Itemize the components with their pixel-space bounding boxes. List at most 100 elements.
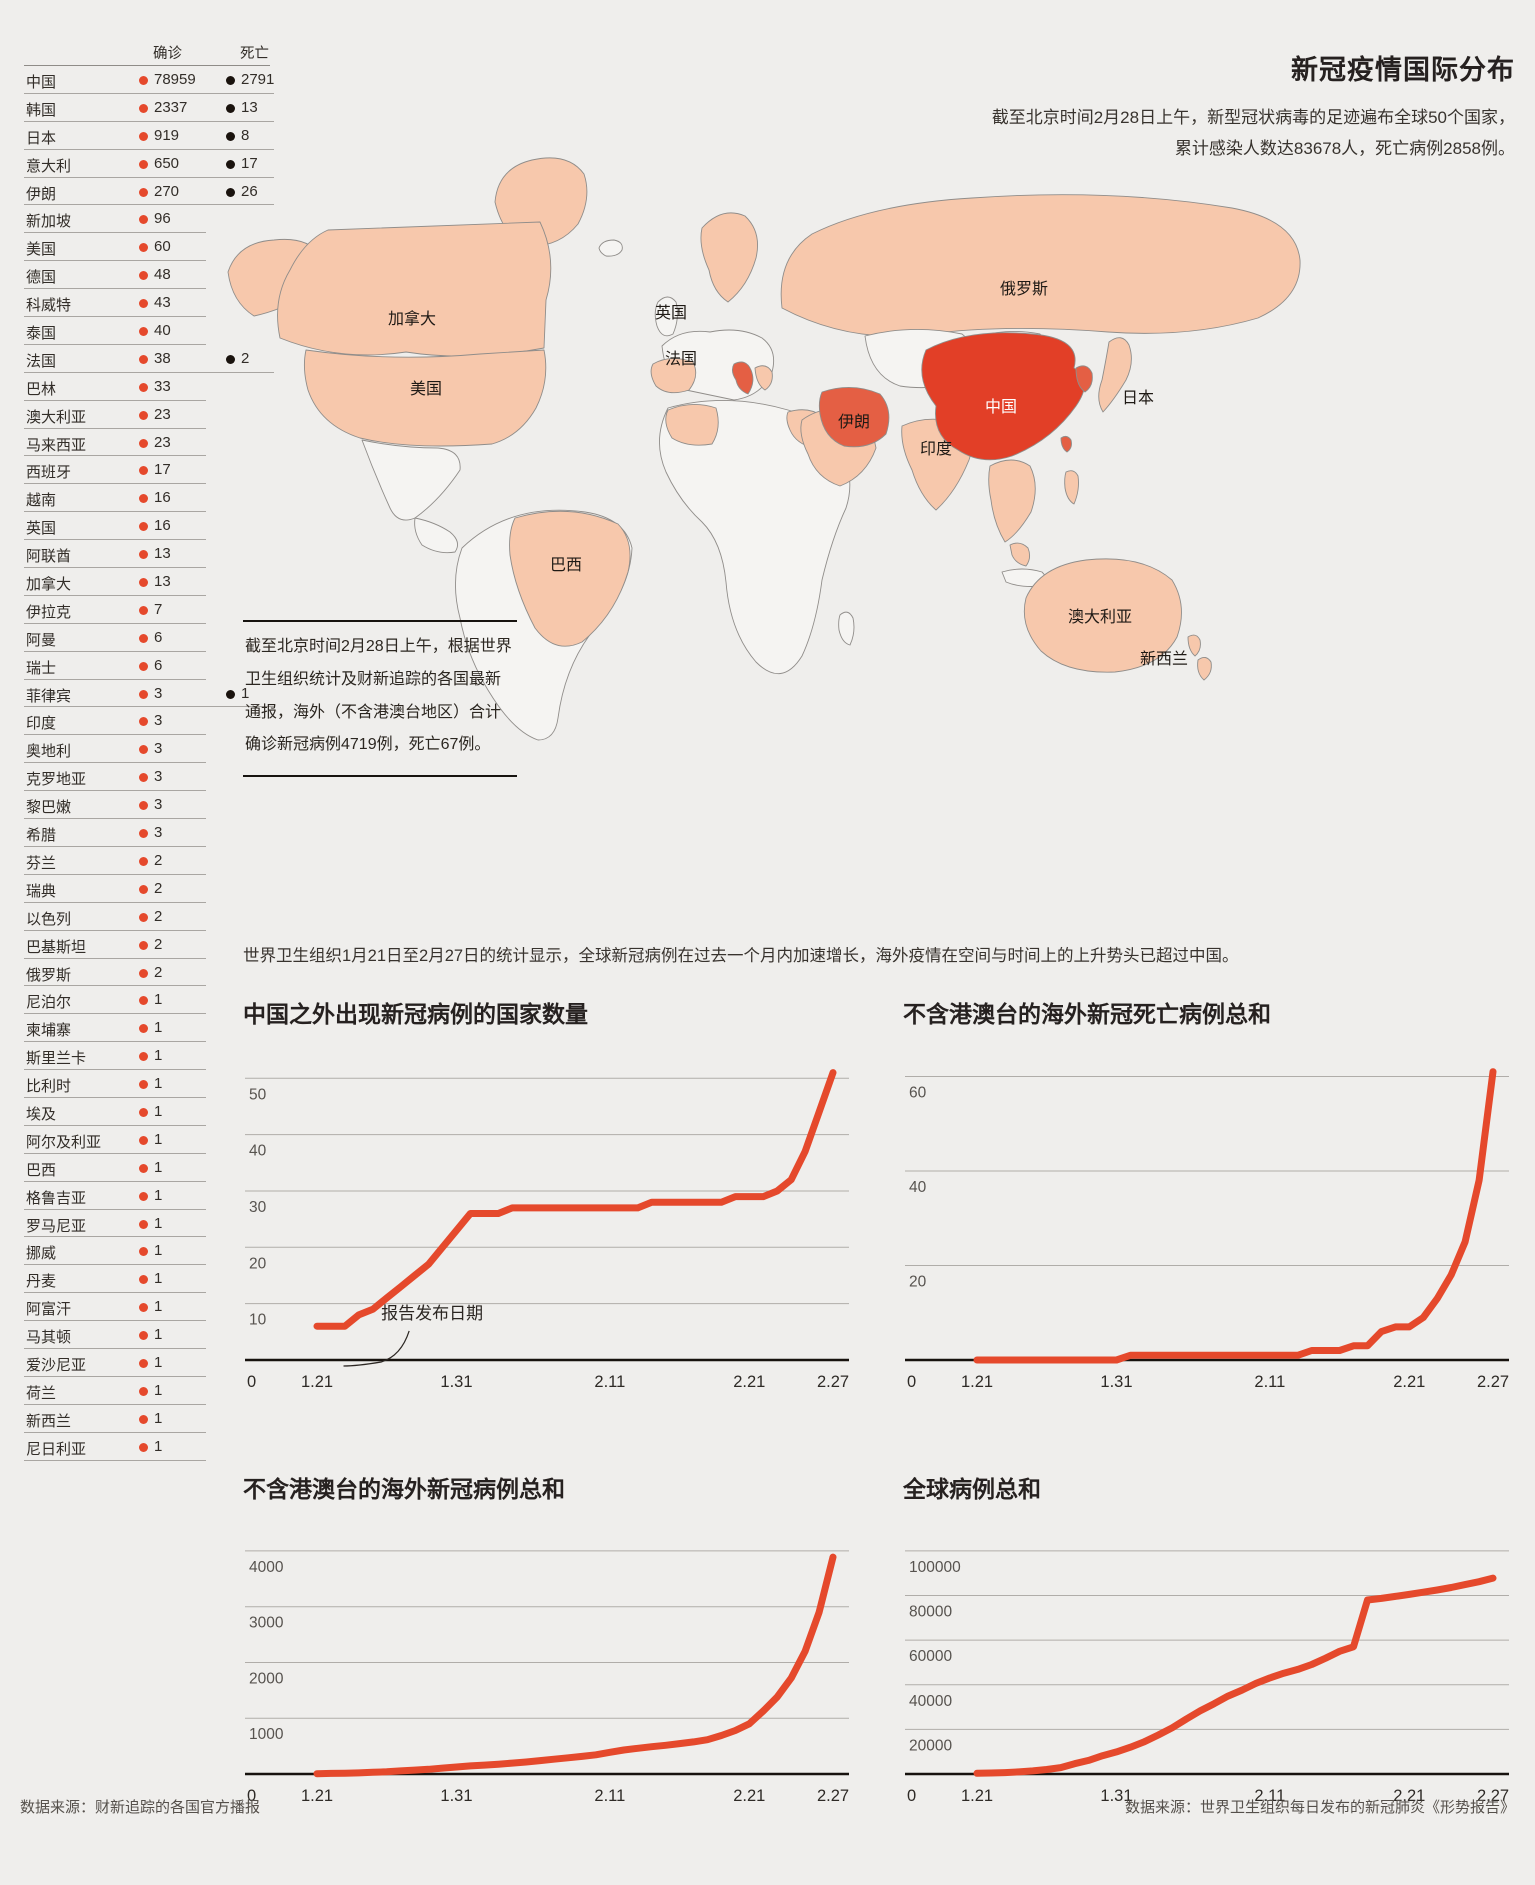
map-algeria bbox=[665, 404, 719, 446]
x-tick-label: 2.21 bbox=[1393, 1373, 1425, 1391]
table-row: 俄罗斯 2 bbox=[20, 959, 292, 987]
subtitle-line1: 截至北京时间2月28日上午，新型冠状病毒的足迹遍布全球50个国家， bbox=[991, 108, 1515, 127]
row-divider bbox=[24, 539, 206, 541]
confirmed-value: 6 bbox=[154, 656, 163, 674]
death-value: 17 bbox=[241, 154, 258, 172]
country-name: 俄罗斯 bbox=[26, 966, 72, 984]
confirmed-value: 1 bbox=[154, 1130, 163, 1148]
death-value: 2 bbox=[241, 349, 250, 367]
row-divider bbox=[24, 1180, 206, 1182]
y-tick-label: 3000 bbox=[249, 1615, 284, 1632]
confirmed-value: 3 bbox=[154, 712, 163, 730]
death-value: 1 bbox=[241, 684, 250, 702]
charts-grid: 中国之外出现新冠病例的国家数量 10 20 30 40 50 0 1.21 1.31 2.11 2… bbox=[243, 995, 1515, 1818]
country-name: 丹麦 bbox=[26, 1273, 57, 1291]
row-divider bbox=[24, 511, 206, 513]
confirmed-dot-icon bbox=[139, 187, 148, 197]
country-table: 确诊 死亡 中国 78959 2791 韩国 2337 13 日本 919 8 意大利 650 17 伊… bbox=[20, 40, 292, 1461]
death-dot-icon bbox=[226, 103, 235, 113]
table-row: 阿富汗 1 bbox=[20, 1293, 292, 1322]
country-name: 伊朗 bbox=[26, 185, 57, 203]
page-subtitle: 截至北京时间2月28日上午，新型冠状病毒的足迹遍布全球50个国家， 累计感染人数… bbox=[615, 103, 1515, 164]
x-tick-label: 1.21 bbox=[961, 1373, 993, 1391]
table-row: 印度 3 bbox=[20, 707, 292, 736]
row-divider bbox=[24, 120, 274, 122]
country-name: 巴西 bbox=[26, 1161, 57, 1179]
confirmed-value: 2 bbox=[154, 851, 163, 869]
data-source-left: 数据来源：财新追踪的各国官方播报 bbox=[20, 1799, 261, 1816]
data-source-right: 数据来源：世界卫生组织每日发布的新冠肺炎《形势报告》 bbox=[1124, 1799, 1515, 1816]
map-malaysia bbox=[1009, 542, 1031, 567]
confirmed-value: 3 bbox=[154, 824, 163, 842]
confirmed-value: 1 bbox=[154, 1381, 163, 1399]
x-tick-label: 1.21 bbox=[961, 1787, 993, 1805]
map-canada bbox=[277, 221, 552, 357]
confirmed-dot-icon bbox=[139, 327, 148, 337]
country-name: 意大利 bbox=[26, 157, 72, 175]
confirmed-dot-icon bbox=[139, 354, 148, 364]
table-row: 法国 38 2 bbox=[20, 345, 292, 373]
row-divider bbox=[24, 594, 206, 596]
country-name: 马其顿 bbox=[26, 1329, 72, 1347]
map-australia bbox=[1023, 558, 1182, 673]
table-row: 黎巴嫩 3 bbox=[20, 791, 292, 820]
country-name: 芬兰 bbox=[26, 854, 57, 872]
map-mexico bbox=[361, 439, 461, 521]
confirmed-value: 13 bbox=[154, 545, 171, 563]
country-name: 马来西亚 bbox=[26, 436, 87, 454]
confirmed-dot-icon bbox=[139, 996, 148, 1006]
map-indochina bbox=[988, 459, 1036, 543]
x-tick-label: 2.27 bbox=[817, 1373, 849, 1391]
row-divider bbox=[24, 622, 206, 624]
table-row: 芬兰 2 bbox=[20, 847, 292, 875]
x-tick-label: 2.11 bbox=[1254, 1373, 1285, 1391]
map-russia bbox=[780, 194, 1301, 337]
table-row: 希腊 3 bbox=[20, 819, 292, 847]
confirmed-value: 1 bbox=[154, 1047, 163, 1065]
y-tick-label: 40000 bbox=[909, 1693, 952, 1710]
map-uk bbox=[654, 296, 678, 337]
row-divider bbox=[24, 483, 206, 485]
country-name: 日本 bbox=[26, 129, 57, 147]
table-row: 美国 60 bbox=[20, 233, 292, 262]
confirmed-dot-icon bbox=[139, 1331, 148, 1341]
confirmed-value: 1 bbox=[154, 1326, 163, 1344]
confirmed-value: 16 bbox=[154, 517, 171, 535]
country-name: 韩国 bbox=[26, 101, 57, 119]
map-label: 日本 bbox=[1122, 389, 1154, 407]
map-label: 伊朗 bbox=[838, 413, 870, 431]
header-divider bbox=[24, 65, 270, 66]
country-name: 爱沙尼亚 bbox=[26, 1356, 87, 1374]
country-name: 阿联酋 bbox=[26, 548, 72, 566]
row-divider bbox=[24, 232, 206, 234]
confirmed-dot-icon bbox=[139, 1358, 148, 1368]
confirmed-value: 1 bbox=[154, 1353, 163, 1371]
y-tick-label: 10 bbox=[249, 1312, 267, 1329]
row-divider bbox=[24, 650, 206, 652]
death-value: 13 bbox=[241, 98, 258, 116]
x-origin-label: 0 bbox=[247, 1787, 256, 1805]
row-divider bbox=[24, 1236, 206, 1238]
table-row: 加拿大 13 bbox=[20, 568, 292, 596]
row-divider bbox=[24, 1096, 206, 1098]
confirmed-dot-icon bbox=[139, 410, 148, 420]
map-label: 俄罗斯 bbox=[1000, 280, 1048, 298]
y-tick-label: 1000 bbox=[249, 1726, 284, 1743]
row-divider bbox=[24, 1152, 206, 1154]
death-dot-icon bbox=[226, 354, 235, 364]
country-name: 尼日利亚 bbox=[26, 1440, 87, 1458]
confirmed-value: 23 bbox=[154, 405, 171, 423]
confirmed-value: 2 bbox=[154, 963, 163, 981]
table-row: 瑞士 6 bbox=[20, 652, 292, 680]
country-name: 以色列 bbox=[26, 910, 72, 928]
map-china bbox=[921, 332, 1085, 461]
table-row: 阿曼 6 bbox=[20, 624, 292, 652]
country-name: 印度 bbox=[26, 715, 57, 733]
confirmed-dot-icon bbox=[139, 215, 148, 225]
row-divider bbox=[24, 1459, 206, 1461]
confirmed-dot-icon bbox=[139, 1052, 148, 1062]
confirmed-value: 40 bbox=[154, 322, 171, 340]
map-label: 澳大利亚 bbox=[1068, 608, 1132, 626]
x-tick-label: 1.21 bbox=[301, 1373, 333, 1391]
